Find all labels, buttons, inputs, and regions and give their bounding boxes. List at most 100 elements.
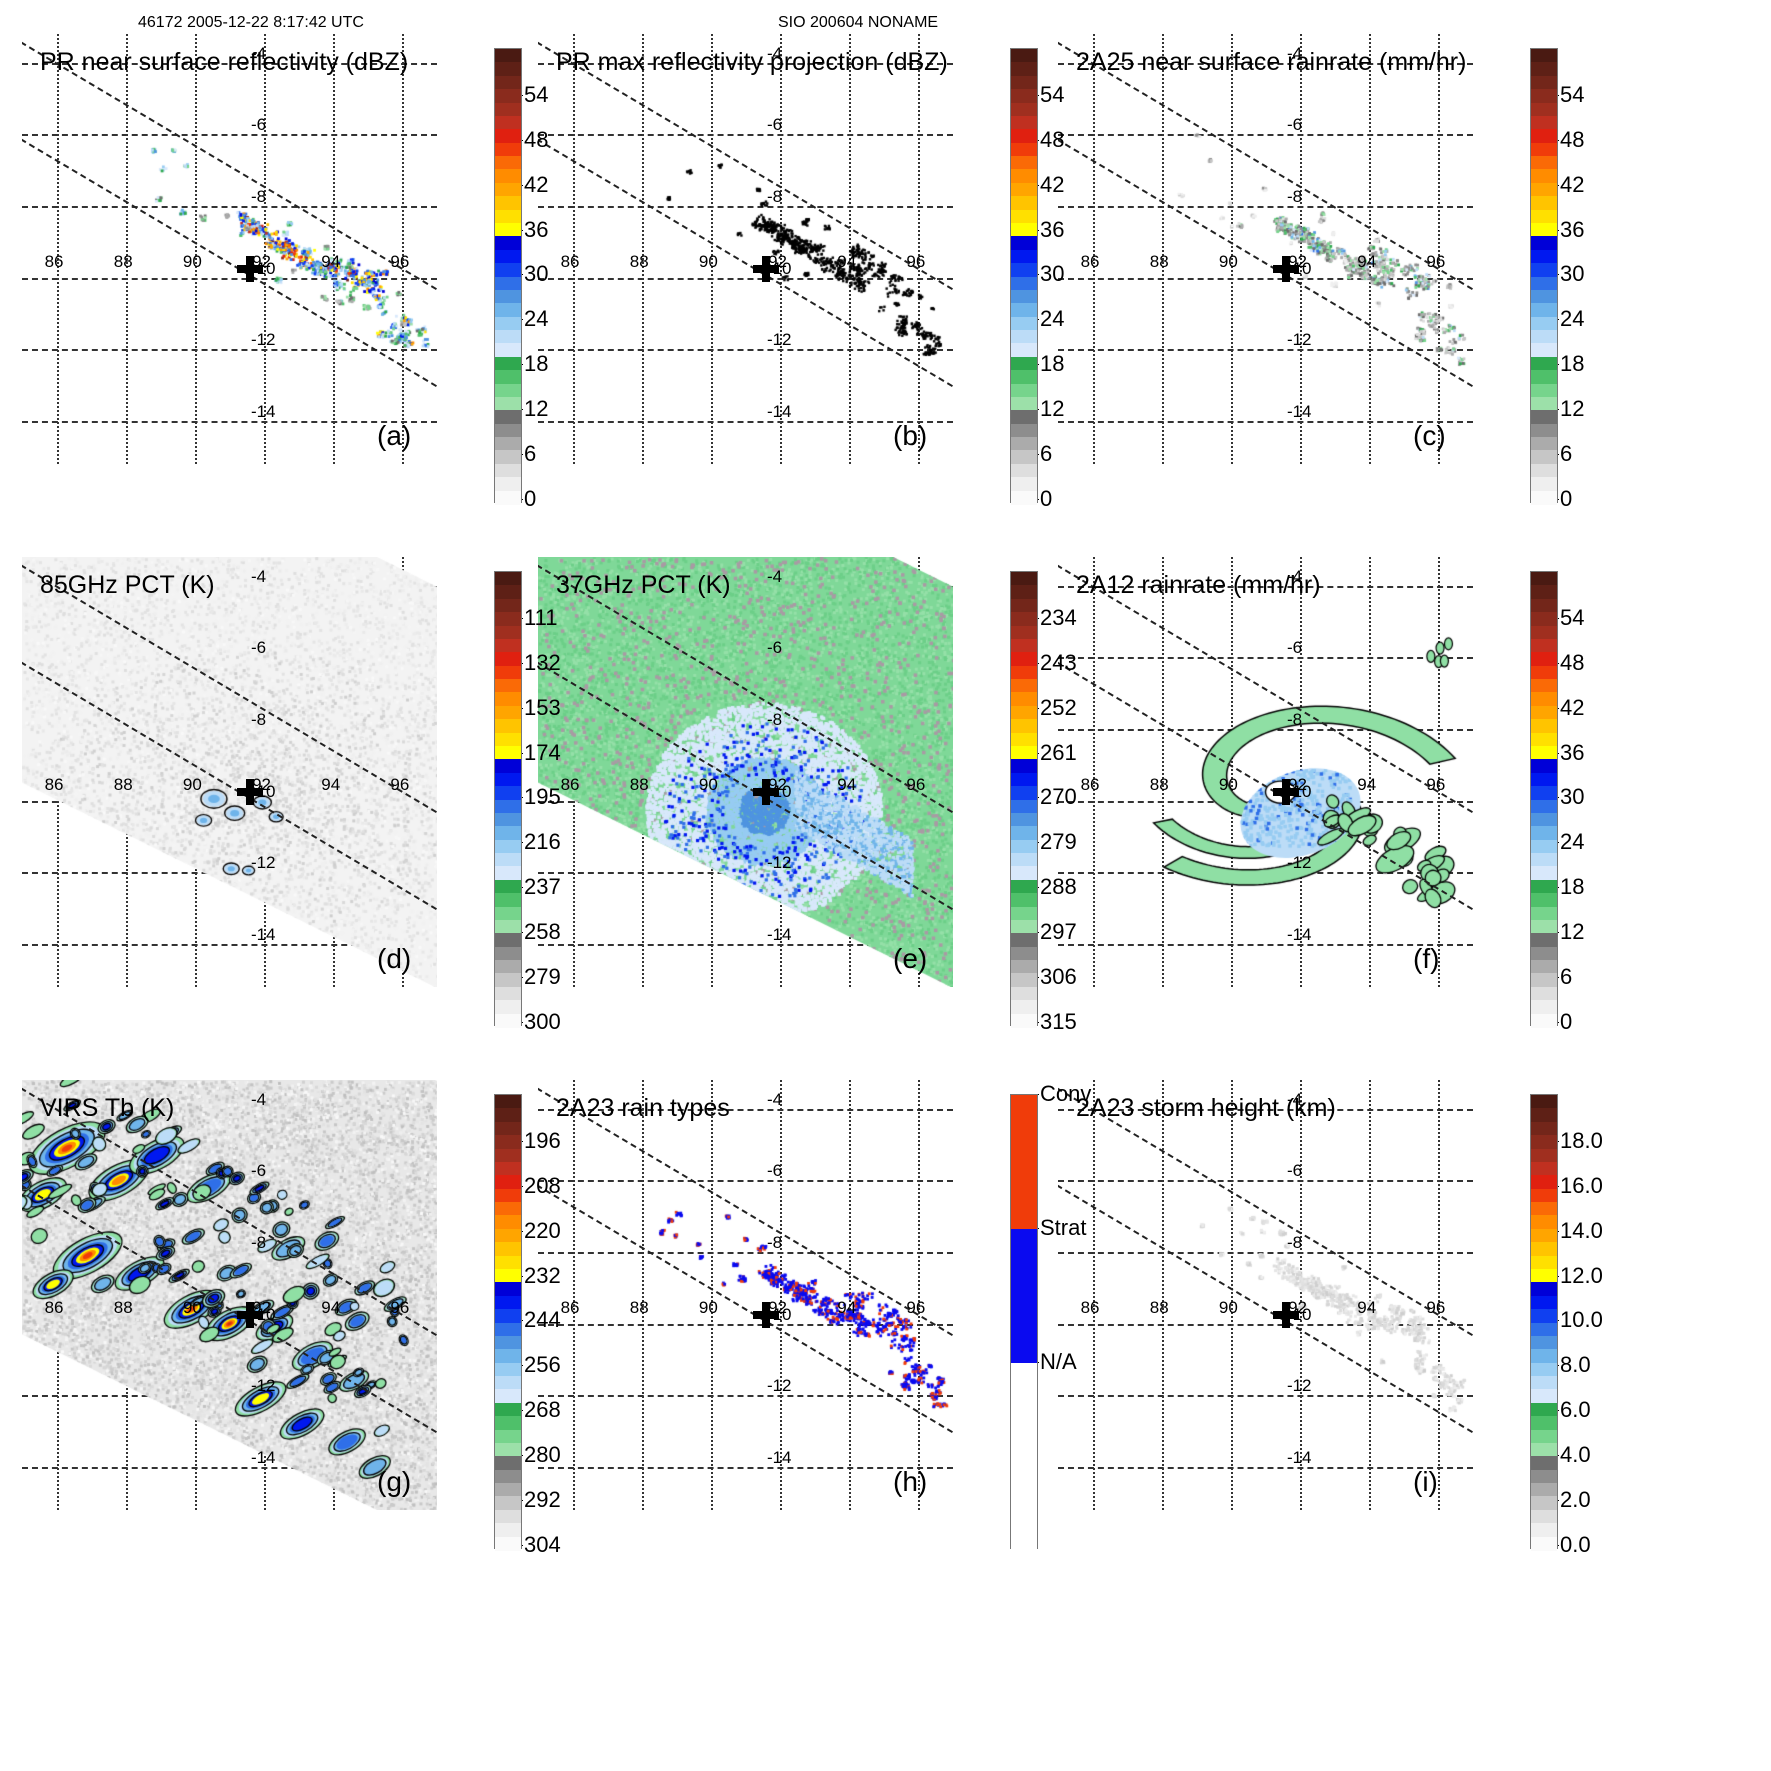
- colorbar-segment: [495, 1335, 521, 1350]
- panel-label-e: (e): [893, 943, 928, 974]
- colorbar-segment: [1531, 1228, 1557, 1243]
- colorbar-segment: [1531, 1121, 1557, 1136]
- lon-tick-label: 94: [1357, 1297, 1377, 1317]
- colorbar-segment: [1011, 156, 1037, 171]
- colorbar-segment: [495, 652, 521, 667]
- colorbar-segment: [1531, 142, 1557, 157]
- colorbar-segment: [1531, 410, 1557, 425]
- colorbar-segment: [1011, 598, 1037, 613]
- lat-tick-label: -12: [766, 1376, 792, 1396]
- lat-tick-label: -14: [1286, 1448, 1312, 1467]
- colorbar-segment: [495, 1215, 521, 1230]
- colorbar-segment: [1011, 960, 1037, 975]
- lon-tick-label: 86: [44, 1297, 64, 1317]
- colorbar-segment: [1531, 490, 1557, 505]
- colorbar-segment: [495, 75, 521, 90]
- colorbar-segment: [1531, 866, 1557, 881]
- lon-tick-label: 90: [698, 1297, 718, 1317]
- colorbar-segment: [495, 759, 521, 774]
- colorbar-gradient-b: [1010, 48, 1038, 505]
- colorbar-segment: [1531, 463, 1557, 478]
- colorbar-segment: [495, 679, 521, 694]
- colorbar-tick-label: 306: [1032, 963, 1077, 989]
- colorbar-segment: [1011, 719, 1037, 734]
- colorbar-segment: [1011, 906, 1037, 921]
- colorbar-h: Conv Strat N/A: [1010, 1081, 1091, 1550]
- colorbar-segment: [495, 182, 521, 197]
- colorbar-segment: [495, 1389, 521, 1404]
- lat-tick-label: -12: [250, 330, 276, 350]
- header-storm-id: SIO 200604 NONAME: [778, 14, 939, 31]
- lat-tick-label: -4: [1286, 566, 1303, 586]
- colorbar-segment: [495, 612, 521, 627]
- colorbar-segment: [495, 625, 521, 640]
- colorbar-segment: [1531, 1161, 1557, 1176]
- colorbar-segment: [495, 772, 521, 787]
- colorbar-segment: [1531, 732, 1557, 747]
- colorbar-segment: [495, 1135, 521, 1150]
- colorbar-segment: [1011, 343, 1037, 358]
- lon-tick-label: 94: [1357, 774, 1377, 794]
- storm-center-marker: [237, 255, 264, 282]
- colorbar-segment: [495, 799, 521, 814]
- panel-label-d: (d): [377, 943, 412, 974]
- colorbar-tick-label: 4.0: [1552, 1441, 1591, 1467]
- colorbar-gradient-d: [494, 571, 522, 1028]
- colorbar-segment: [495, 1536, 521, 1551]
- colorbar-gradient-e: [1010, 571, 1038, 1028]
- colorbar-segment: [495, 1242, 521, 1257]
- colorbar-tick-label: 174: [516, 739, 561, 765]
- colorbar-segment: [1531, 1335, 1557, 1350]
- colorbar-segment: [1011, 49, 1037, 63]
- colorbar-tick-label: 12: [1031, 395, 1065, 421]
- colorbar-segment: [1531, 1322, 1557, 1337]
- header-scan-id: 46172 2005-12-22 8:17:42 UTC: [138, 14, 364, 31]
- colorbar-segment: [495, 745, 521, 760]
- colorbar-tick-label: 18: [1551, 351, 1585, 377]
- colorbar-gradient-f: [1530, 571, 1558, 1028]
- data-raster-a: [22, 34, 437, 464]
- colorbar-segment: [495, 169, 521, 184]
- colorbar-segment: [1531, 692, 1557, 707]
- colorbar-tick-label: 16.0: [1552, 1172, 1603, 1198]
- colorbar-segment: [1531, 839, 1557, 854]
- colorbar-segment: [495, 129, 521, 144]
- lon-tick-label: 90: [1218, 774, 1238, 794]
- colorbar-segment: [1531, 1202, 1557, 1217]
- lon-tick-label: 88: [113, 1297, 133, 1317]
- colorbar-tick-label: 208: [516, 1172, 561, 1198]
- colorbar-tick-label: 280: [516, 1441, 561, 1467]
- colorbar-segment: [1531, 1416, 1557, 1431]
- data-raster-e: [538, 557, 953, 987]
- colorbar-segment: [1531, 316, 1557, 331]
- colorbar-segment: [1531, 1536, 1557, 1551]
- lon-tick-label: 94: [1357, 251, 1377, 271]
- colorbar-tick-label: 6.0: [1552, 1397, 1591, 1423]
- colorbar-segment: [1011, 209, 1037, 224]
- colorbar-tick-label: 243: [1032, 649, 1077, 675]
- lat-tick-label: -14: [766, 1448, 792, 1467]
- colorbar-segment: [1531, 679, 1557, 694]
- colorbar-tick-label: 292: [516, 1486, 561, 1512]
- colorbar-tick-label: 30: [1551, 784, 1585, 810]
- colorbar-segment: [495, 1362, 521, 1377]
- lat-tick-label: -6: [1286, 1161, 1303, 1181]
- colorbar-segment: [495, 330, 521, 344]
- colorbar-segment: [495, 1349, 521, 1364]
- colorbar-segment: [495, 732, 521, 747]
- colorbar-segment: [1531, 986, 1557, 1001]
- colorbar-segment: [1531, 933, 1557, 948]
- colorbar-segment: [495, 866, 521, 881]
- colorbar-segment: [1531, 919, 1557, 934]
- colorbar-segment: [1531, 49, 1557, 63]
- plot-area-e: 86 88 90 92 94 96 -4 -6 -8 -10 -12 -14: [538, 557, 953, 987]
- panel-label-g: (g): [377, 1466, 412, 1497]
- colorbar-segment: [1011, 933, 1037, 948]
- lat-tick-label: -4: [1286, 1089, 1303, 1109]
- colorbar-segment: [1531, 182, 1557, 197]
- colorbar-segment: [495, 1402, 521, 1417]
- colorbar-segment: [1531, 89, 1557, 104]
- lat-tick-label: -4: [766, 1089, 783, 1109]
- colorbar-segment: [1531, 1496, 1557, 1511]
- colorbar-tick-label: 195: [516, 784, 561, 810]
